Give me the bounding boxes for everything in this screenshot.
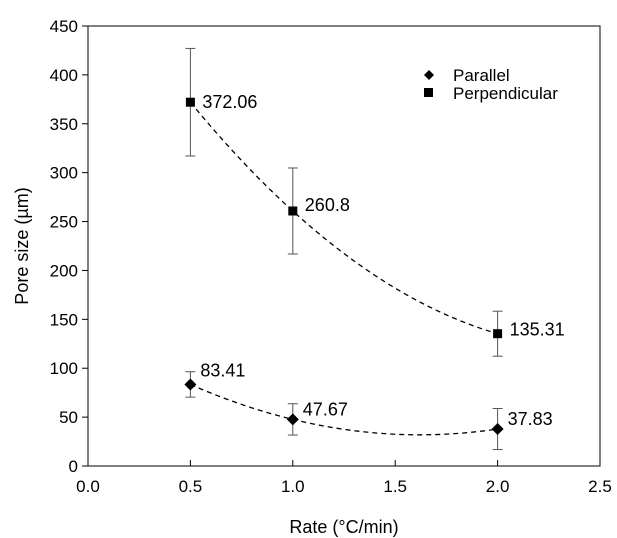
legend-marker-parallel [424,70,434,80]
x-tick-label: 0.5 [179,477,203,496]
x-tick-label: 2.5 [588,477,612,496]
y-tick-label: 200 [50,261,78,280]
data-label-perpendicular: 260.8 [305,195,350,215]
y-tick-label: 250 [50,213,78,232]
x-axis-title: Rate (°C/min) [289,517,398,537]
y-axis: 0 50 100 150 200 250 300 350 400 450 [50,17,88,476]
x-tick-label: 2.0 [486,477,510,496]
trend-lines [189,101,498,436]
y-tick-label: 150 [50,310,78,329]
y-tick-label: 450 [50,17,78,36]
data-label-perpendicular: 135.31 [510,320,565,340]
y-tick-label: 0 [69,457,78,476]
legend-marker-perpendicular [424,88,433,97]
y-tick-label: 50 [59,408,78,427]
y-tick-label: 300 [50,164,78,183]
x-tick-label: 1.5 [383,477,407,496]
point-parallel [184,378,197,391]
data-label-perpendicular: 372.06 [202,92,257,112]
data-label-parallel: 47.67 [303,399,348,419]
legend-label-perpendicular: Perpendicular [453,84,558,103]
point-perpendicular [493,329,503,339]
x-tick-label: 0.0 [76,477,100,496]
y-tick-label: 100 [50,359,78,378]
data-marks: 83.41 47.67 37.83 372.06 260.8 135.31 [184,47,565,451]
data-label-parallel: 83.41 [200,360,245,380]
trendline-parallel [190,383,498,436]
y-tick-label: 400 [50,66,78,85]
plot-area [87,25,601,467]
y-axis-title: Pore size (µm) [12,187,32,304]
x-tick-label: 1.0 [281,477,305,496]
legend-label-parallel: Parallel [453,66,510,85]
trendline-perpendicular [189,101,498,335]
point-parallel [491,423,504,436]
point-parallel [286,413,299,426]
y-tick-label: 350 [50,115,78,134]
x-axis: 0.0 0.5 1.0 1.5 2.0 2.5 [76,460,612,496]
legend: Parallel Perpendicular [424,66,558,103]
point-perpendicular [185,97,195,107]
data-label-parallel: 37.83 [508,409,553,429]
point-perpendicular [288,206,298,216]
